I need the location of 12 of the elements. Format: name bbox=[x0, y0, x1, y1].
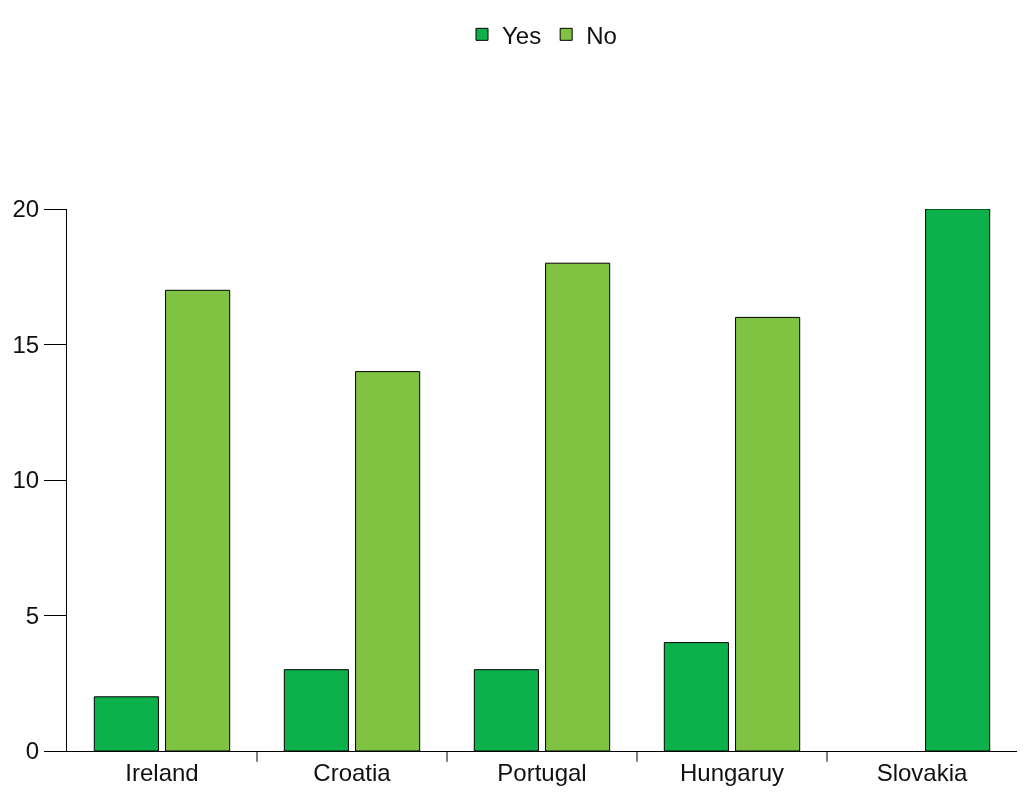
x-tick-label: Portugal bbox=[497, 758, 587, 786]
x-tick-label: Slovakia bbox=[876, 758, 969, 786]
legend-label: No bbox=[586, 21, 617, 49]
y-tick-label: 5 bbox=[25, 601, 40, 629]
y-tick-label: 10 bbox=[12, 466, 40, 494]
y-tick-label: 20 bbox=[12, 195, 40, 223]
y-tick-label: 15 bbox=[12, 330, 40, 358]
x-tick-label: Hungaruy bbox=[679, 758, 785, 786]
legend-label: Yes bbox=[502, 21, 542, 49]
x-tick-label: Ireland bbox=[125, 758, 199, 786]
x-tick-label: Croatia bbox=[313, 758, 392, 786]
y-tick-label: 0 bbox=[25, 737, 40, 765]
